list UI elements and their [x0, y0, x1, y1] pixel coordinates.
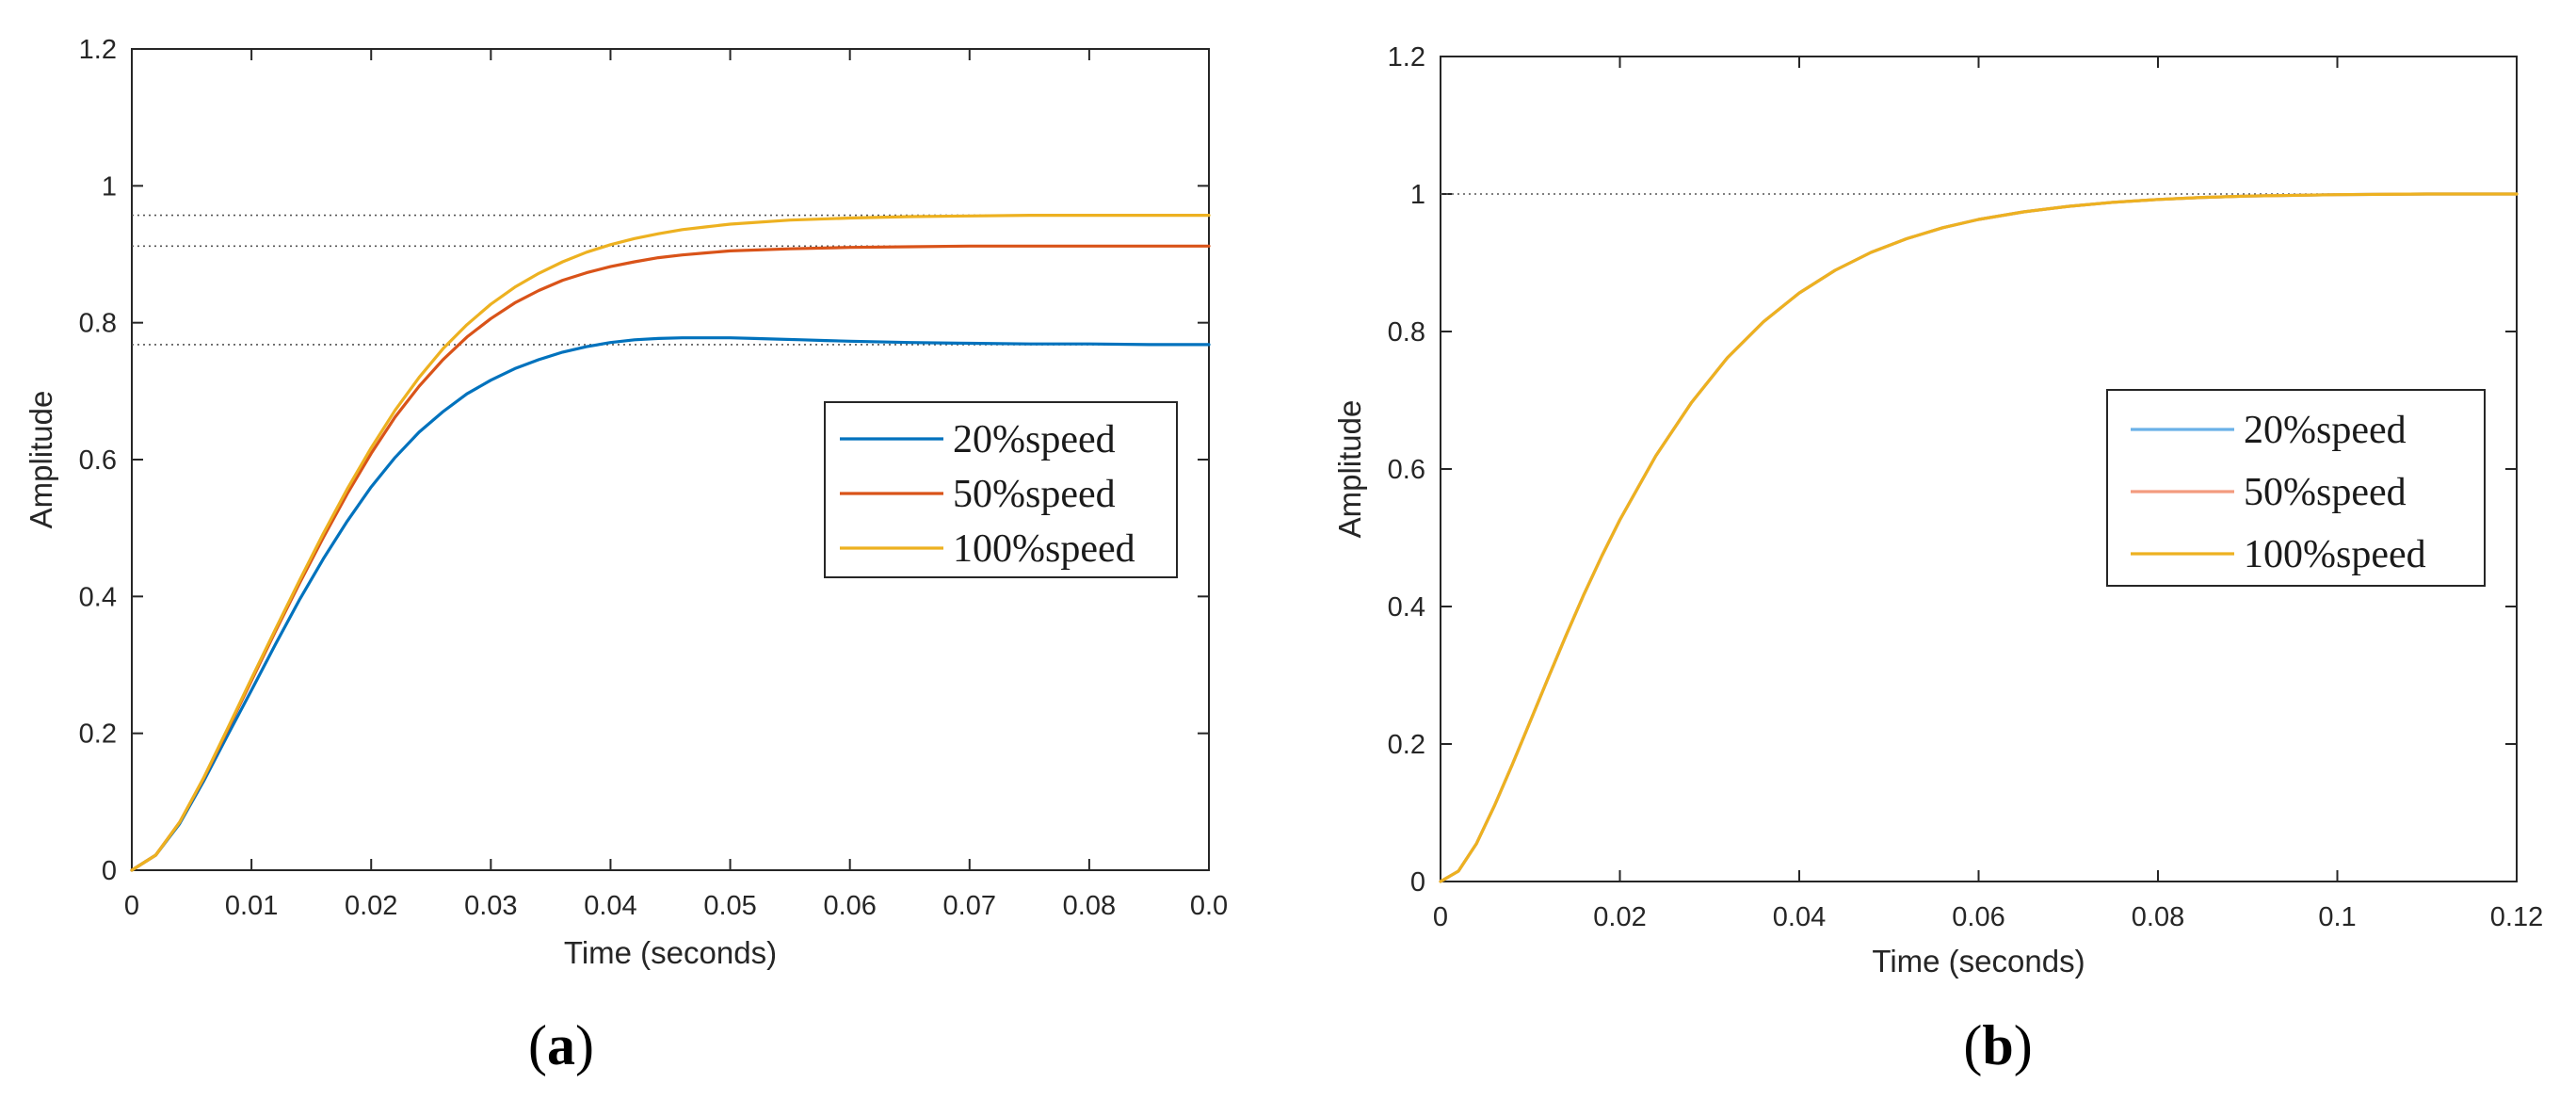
caption-open-paren: (	[1963, 1014, 1982, 1076]
x-tick-label: 0.03	[464, 891, 517, 921]
caption-close-paren: )	[2014, 1014, 2033, 1076]
y-tick-label: 1.2	[79, 35, 117, 65]
caption-open-paren: (	[528, 1014, 547, 1076]
legend-label: 100%speed	[2244, 533, 2426, 576]
caption-close-paren: )	[575, 1014, 594, 1076]
panel-caption: (b)	[1963, 1014, 2032, 1076]
x-tick-label: 0	[1433, 902, 1448, 932]
x-tick-label: 0.1	[2318, 902, 2356, 932]
x-tick-label: 0.04	[1773, 902, 1826, 932]
x-tick-label: 0.05	[703, 891, 756, 921]
y-tick-label: 0.2	[1388, 730, 1425, 760]
x-tick-label: 0	[124, 891, 139, 921]
caption-letter: a	[547, 1014, 575, 1076]
x-tick-label: 0.04	[584, 891, 636, 921]
y-tick-label: 0	[102, 856, 117, 886]
y-axis-label: Amplitude	[24, 391, 58, 529]
y-tick-label: 0.4	[1388, 592, 1425, 623]
x-tick-label: 0.06	[1952, 902, 2004, 932]
x-tick-label: 0.12	[2490, 902, 2543, 932]
y-tick-label: 0	[1410, 867, 1425, 898]
x-tick-label: 0.02	[1593, 902, 1646, 932]
y-tick-label: 0.6	[79, 445, 117, 476]
panel-b: 0 0.02 0.04 0.06 0.08 0.1 0.12 0 0.2 0.4 0.6 0.8 1 1.…	[1332, 42, 2543, 1076]
legend-label: 50%speed	[953, 473, 1116, 516]
y-tick-label: 1	[1410, 180, 1425, 210]
legend: 20%speed 50%speed 100%speed	[824, 401, 1178, 578]
y-tick-label: 0.4	[79, 582, 117, 612]
legend-label: 50%speed	[2244, 471, 2407, 514]
x-tick-label: 0.0	[1190, 891, 1228, 921]
panel-a: 0 0.01 0.02 0.03 0.04 0.05 0.06 0.07 0.08 0.0 0 0.2…	[24, 35, 1228, 1076]
legend-label: 20%speed	[953, 418, 1116, 461]
x-tick-label: 0.08	[2132, 902, 2184, 932]
y-tick-label: 0.2	[79, 720, 117, 750]
x-tick-label: 0.06	[823, 891, 876, 921]
legend: 20%speed 50%speed 100%speed	[2106, 389, 2486, 587]
series-line-20-speed	[130, 336, 1211, 872]
x-axis-label: Time (seconds)	[1872, 944, 2085, 979]
y-tick-label: 0.8	[79, 309, 117, 339]
x-tick-label: 0.08	[1063, 891, 1116, 921]
y-axis-label: Amplitude	[1332, 400, 1367, 539]
y-tick-label: 1	[102, 171, 117, 202]
x-tick-label: 0.07	[943, 891, 996, 921]
x-tick-label: 0.02	[345, 891, 397, 921]
y-tick-label: 0.8	[1388, 317, 1425, 348]
x-tick-label: 0.01	[225, 891, 278, 921]
x-axis-label: Time (seconds)	[564, 935, 777, 970]
y-tick-label: 1.2	[1388, 42, 1425, 73]
y-tick-label: 0.6	[1388, 455, 1425, 485]
legend-label: 100%speed	[953, 527, 1135, 571]
panel-caption: (a)	[528, 1014, 594, 1076]
caption-letter: b	[1982, 1014, 2013, 1076]
series-line-100-speed	[130, 214, 1211, 872]
legend-label: 20%speed	[2244, 409, 2407, 452]
series-line-100-speed	[1439, 192, 2519, 883]
